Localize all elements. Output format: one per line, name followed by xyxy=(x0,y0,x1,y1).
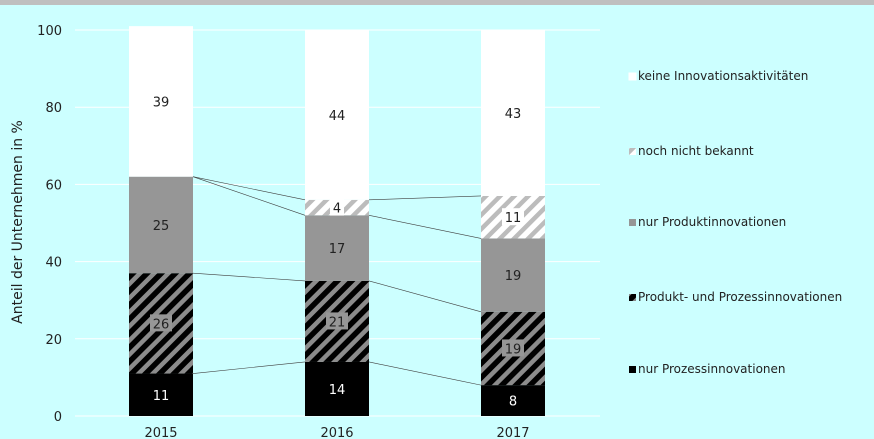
x-tick-label: 2017 xyxy=(496,426,529,439)
bar-segment xyxy=(305,30,369,200)
legend-label: Produkt- und Prozessinnovationen xyxy=(638,290,842,304)
legend-swatch xyxy=(629,294,636,301)
y-tick-label: 0 xyxy=(54,410,62,425)
data-label: 19 xyxy=(505,269,522,284)
data-label-box xyxy=(150,314,172,332)
series-connector xyxy=(368,361,482,386)
data-label: 4 xyxy=(333,202,341,217)
x-tick-label: 2015 xyxy=(144,426,177,439)
data-label: 43 xyxy=(505,107,522,122)
data-label-box xyxy=(502,208,524,226)
data-label: 17 xyxy=(329,242,346,257)
bar-segment xyxy=(305,215,369,281)
top-border xyxy=(0,0,874,5)
data-label-box xyxy=(326,312,348,330)
legend-label: nur Produktinnovationen xyxy=(638,215,786,229)
legend-swatch xyxy=(629,148,636,155)
bars xyxy=(129,26,545,416)
y-axis-label: Anteil der Unternehmen in % xyxy=(10,120,26,324)
legend-swatch xyxy=(629,366,636,373)
data-label: 44 xyxy=(329,109,346,124)
data-label: 11 xyxy=(505,211,522,226)
series-connector xyxy=(368,280,482,313)
y-tick-label: 20 xyxy=(45,333,62,348)
bar-segment xyxy=(129,373,193,416)
y-tick-label: 60 xyxy=(45,178,62,193)
series-connector xyxy=(192,361,306,374)
legend-swatch xyxy=(628,72,637,81)
legend: keine Innovationsaktivitäten noch nicht b… xyxy=(628,69,842,376)
data-label-box xyxy=(330,198,344,216)
data-label: 8 xyxy=(509,395,517,410)
bar-segment xyxy=(129,176,193,274)
data-label: 25 xyxy=(153,219,170,234)
y-tick-label: 100 xyxy=(37,24,62,39)
bar-segment xyxy=(481,30,545,196)
bar-segment xyxy=(481,238,545,312)
data-label: 11 xyxy=(153,389,170,404)
bar-segment xyxy=(305,361,369,416)
series-connector xyxy=(192,272,306,282)
data-label: 14 xyxy=(329,383,346,398)
data-label: 19 xyxy=(505,342,522,357)
series-connector xyxy=(192,176,306,201)
legend-swatch xyxy=(629,219,636,226)
legend-label: nur Prozessinnovationen xyxy=(638,362,786,376)
series-connectors xyxy=(192,176,482,386)
y-tick-label: 80 xyxy=(45,101,62,116)
y-axis-ticks: 0 20 40 60 80 100 xyxy=(37,24,62,425)
legend-label: noch nicht bekannt xyxy=(638,144,754,158)
data-label-box xyxy=(502,339,524,357)
y-tick-label: 40 xyxy=(45,256,62,271)
data-label: 26 xyxy=(153,317,170,332)
data-labels: 11 14 8 26 21 19 25 17 19 4 11 39 44 43 xyxy=(150,95,524,410)
series-connector xyxy=(368,214,482,239)
data-label: 39 xyxy=(153,95,170,110)
bar-segment xyxy=(481,385,545,416)
series-connector xyxy=(368,195,482,201)
x-tick-label: 2016 xyxy=(320,426,353,439)
data-label: 21 xyxy=(329,315,346,330)
series-connector xyxy=(192,176,306,216)
bar-segment xyxy=(129,26,193,177)
x-axis-ticks: 2015 2016 2017 xyxy=(144,426,529,439)
legend-label: keine Innovationsaktivitäten xyxy=(638,69,808,83)
